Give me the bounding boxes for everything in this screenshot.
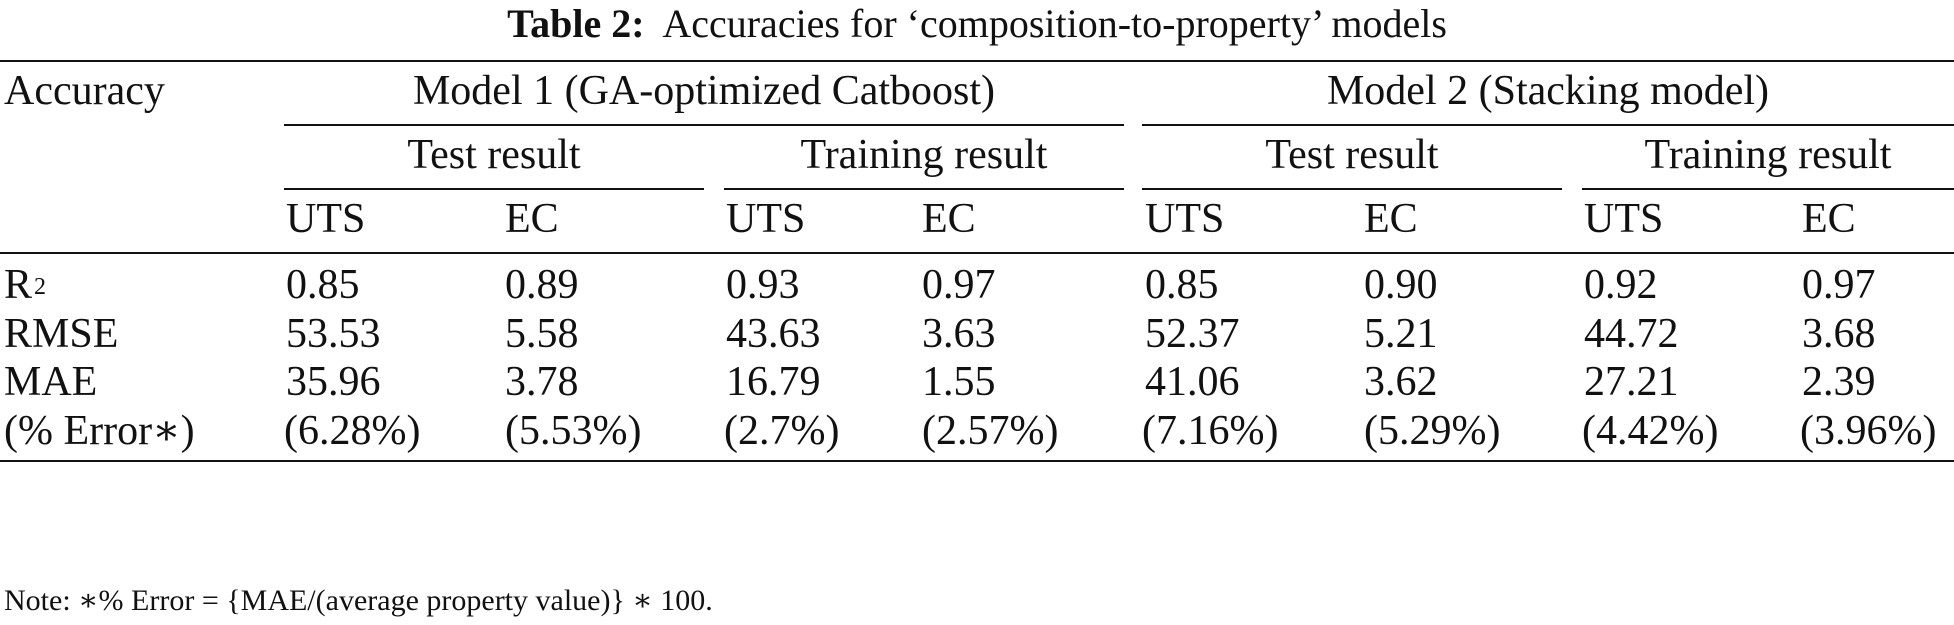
table-cell: 52.37 (1145, 311, 1240, 357)
table-cell: (4.42%) (1582, 408, 1719, 454)
m1-test-rule (284, 188, 704, 190)
m2-test-rule (1142, 188, 1562, 190)
stub-header: Accuracy (4, 68, 165, 114)
table-cell: 0.85 (1145, 262, 1219, 308)
row-label-r2-text: R (4, 262, 33, 308)
column-header: EC (922, 196, 976, 242)
column-header: EC (1364, 196, 1418, 242)
table-cell: 3.62 (1364, 359, 1438, 405)
column-header: EC (505, 196, 559, 242)
table-cell: 3.68 (1802, 311, 1876, 357)
row-label-r2-sup: 2 (34, 274, 47, 300)
model-1-rule (284, 124, 1124, 126)
table-cell: (7.16%) (1142, 408, 1279, 454)
table-cell: (2.7%) (724, 408, 840, 454)
table-cell: 0.90 (1364, 262, 1438, 308)
table-caption-label: Table 2: (507, 1, 645, 46)
table-cell: 0.85 (286, 262, 360, 308)
row-label-rmse: RMSE (4, 311, 119, 357)
model-1-header: Model 1 (GA-optimized Catboost) (412, 68, 996, 114)
table-cell: (5.29%) (1364, 408, 1501, 454)
table-cell: 0.89 (505, 262, 579, 308)
table-cell: 44.72 (1584, 311, 1679, 357)
table-cell: 5.58 (505, 311, 579, 357)
header-bottom-rule (0, 252, 1954, 254)
column-header: UTS (726, 196, 806, 242)
row-label-mae: MAE (4, 359, 98, 405)
table-top-rule (0, 60, 1954, 62)
column-header: UTS (1145, 196, 1225, 242)
table-bottom-rule (0, 460, 1954, 462)
table-caption-text: Accuracies for ‘composition-to-property’… (662, 1, 1447, 46)
m1-train-header: Training result (800, 132, 1048, 178)
table-cell: 5.21 (1364, 311, 1438, 357)
table-note: Note: ∗% Error = {MAE/(average property … (4, 584, 713, 617)
table-cell: 0.97 (922, 262, 996, 308)
table-cell: 0.97 (1802, 262, 1876, 308)
column-header: UTS (1584, 196, 1664, 242)
table-cell: 27.21 (1584, 359, 1679, 405)
table-cell: 2.39 (1802, 359, 1876, 405)
table-cell: (3.96%) (1800, 408, 1937, 454)
table-cell: 43.63 (726, 311, 821, 357)
table-cell: 3.63 (922, 311, 996, 357)
model-2-rule (1142, 124, 1954, 126)
table-cell: 16.79 (726, 359, 821, 405)
table-cell: 0.93 (726, 262, 800, 308)
m1-test-header: Test result (407, 132, 581, 178)
table-cell: 0.92 (1584, 262, 1658, 308)
model-2-header: Model 2 (Stacking model) (1326, 68, 1770, 114)
m2-train-header: Training result (1644, 132, 1892, 178)
row-label-error: (% Error∗) (4, 408, 195, 454)
column-header: EC (1802, 196, 1856, 242)
table-cell: 53.53 (286, 311, 381, 357)
table-cell: 35.96 (286, 359, 381, 405)
column-header: UTS (286, 196, 366, 242)
m2-test-header: Test result (1265, 132, 1439, 178)
row-label-r2: R2 (4, 260, 46, 310)
table-cell: (5.53%) (505, 408, 642, 454)
table-cell: (2.57%) (922, 408, 1059, 454)
table-cell: (6.28%) (284, 408, 421, 454)
table-cell: 1.55 (922, 359, 996, 405)
table-caption: Table 2: Accuracies for ‘composition-to-… (0, 0, 1954, 48)
m2-train-rule (1582, 188, 1954, 190)
table-cell: 41.06 (1145, 359, 1240, 405)
table-cell: 3.78 (505, 359, 579, 405)
m1-train-rule (724, 188, 1124, 190)
